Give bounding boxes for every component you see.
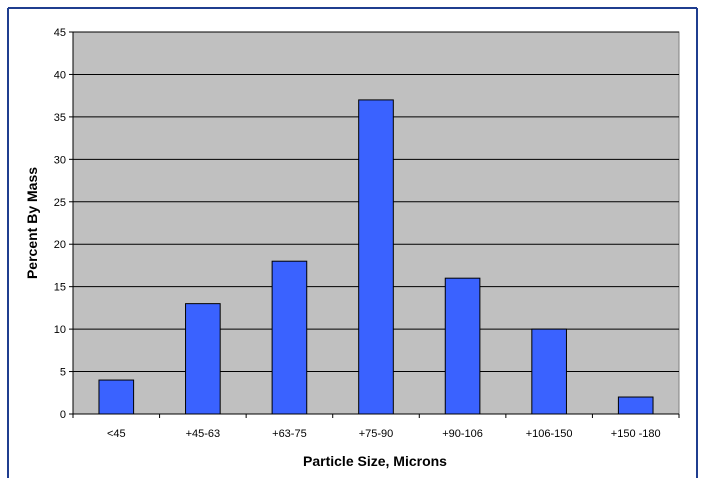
bar-2 bbox=[271, 260, 308, 415]
y-tick-label: 35 bbox=[54, 112, 66, 124]
x-axis: <45 +45-63 +63-75 +75-90 +90-106 +106-150 +150… bbox=[72, 413, 680, 440]
y-tick-label: 10 bbox=[54, 324, 66, 336]
x-tick-label: +90-106 bbox=[442, 428, 483, 440]
x-tick-label: +106-150 bbox=[526, 428, 573, 440]
bars bbox=[98, 99, 654, 415]
x-tick-label: +150 -180 bbox=[611, 428, 661, 440]
bar-1 bbox=[185, 303, 221, 415]
bar-6 bbox=[617, 396, 654, 415]
x-tick-label: +75-90 bbox=[359, 428, 394, 440]
bar-3 bbox=[358, 99, 394, 415]
y-tick-label: 20 bbox=[54, 239, 66, 251]
y-tick-label: 30 bbox=[54, 154, 66, 166]
y-tick-label: 45 bbox=[54, 27, 66, 39]
y-tick-label: 0 bbox=[60, 409, 66, 421]
x-tick-label: +63-75 bbox=[272, 428, 307, 440]
x-axis-title: Particle Size, Microns bbox=[303, 453, 447, 469]
x-tick-label: <45 bbox=[107, 428, 126, 440]
y-tick-label: 5 bbox=[60, 367, 66, 379]
bar-5 bbox=[531, 328, 567, 415]
y-axis: 0 5 10 15 20 25 30 35 40 45 bbox=[54, 27, 74, 421]
bar-0 bbox=[98, 379, 135, 415]
bar-4 bbox=[444, 277, 481, 415]
y-tick-label: 15 bbox=[54, 282, 66, 294]
y-tick-label: 25 bbox=[54, 197, 66, 209]
y-tick-label: 40 bbox=[54, 69, 66, 81]
x-tick-label: +45-63 bbox=[186, 428, 221, 440]
y-axis-title: Percent By Mass bbox=[24, 167, 40, 279]
